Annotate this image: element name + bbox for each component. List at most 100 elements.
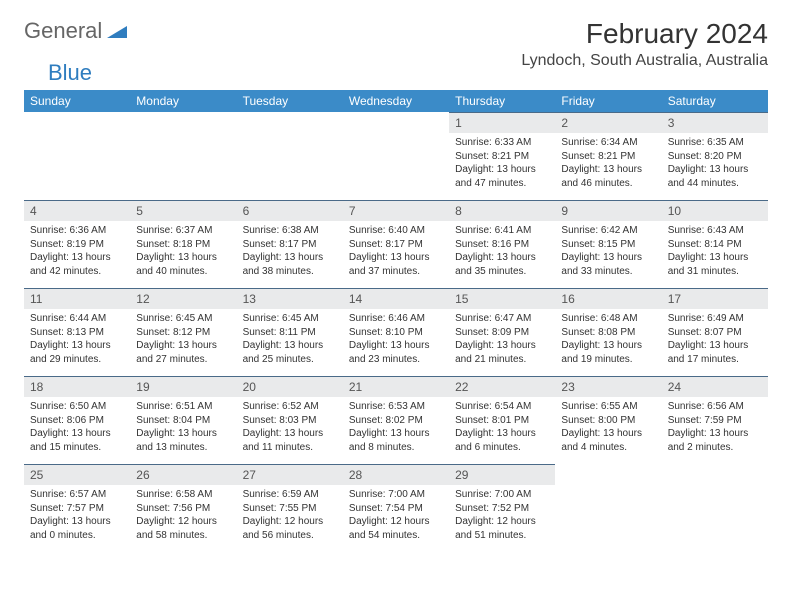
calendar-day-cell: 6Sunrise: 6:38 AMSunset: 8:17 PMDaylight… (237, 200, 343, 288)
day-number: 10 (662, 200, 768, 221)
calendar-day-cell: 20 Sunrise: 6:52 AMSunset: 8:03 PMDayligh… (237, 376, 343, 464)
day-data: Sunrise: 6:38 AMSunset: 8:17 PMDaylight:… (237, 221, 343, 282)
sunset-text: Sunset: 8:17 PM (243, 238, 337, 252)
sunset-text: Sunset: 8:03 PM (243, 414, 337, 428)
calendar-table: SundayMondayTuesdayWednesdayThursdayFrid… (24, 90, 768, 552)
day-number: 12 (130, 288, 236, 309)
calendar-day-cell: 24Sunrise: 6:56 AMSunset: 7:59 PMDayligh… (662, 376, 768, 464)
sunrise-text: Sunrise: 6:41 AM (455, 224, 549, 238)
day-number: 15 (449, 288, 555, 309)
daylight-text: Daylight: 13 hours and 35 minutes. (455, 251, 549, 278)
day-number: 7 (343, 200, 449, 221)
sunset-text: Sunset: 8:21 PM (561, 150, 655, 164)
calendar-day-cell: 10Sunrise: 6:43 AMSunset: 8:14 PMDayligh… (662, 200, 768, 288)
logo: General (24, 18, 129, 44)
daylight-text: Daylight: 12 hours and 54 minutes. (349, 515, 443, 542)
sunset-text: Sunset: 8:06 PM (30, 414, 124, 428)
sunset-text: Sunset: 8:18 PM (136, 238, 230, 252)
sunrise-text: Sunrise: 6:44 AM (30, 312, 124, 326)
weekday-header: Thursday (449, 90, 555, 112)
calendar-day-cell: .. (24, 112, 130, 200)
daylight-text: Daylight: 13 hours and 31 minutes. (668, 251, 762, 278)
weekday-header: Saturday (662, 90, 768, 112)
day-data: Sunrise: 6:33 AMSunset: 8:21 PMDaylight:… (449, 133, 555, 194)
daylight-text: Daylight: 13 hours and 46 minutes. (561, 163, 655, 190)
day-data: Sunrise: 6:50 AMSunset: 8:06 PMDaylight:… (24, 397, 130, 458)
daylight-text: Daylight: 13 hours and 13 minutes. (136, 427, 230, 454)
sunset-text: Sunset: 8:15 PM (561, 238, 655, 252)
sunrise-text: Sunrise: 6:36 AM (30, 224, 124, 238)
calendar-day-cell: 13Sunrise: 6:45 AMSunset: 8:11 PMDayligh… (237, 288, 343, 376)
weekday-header: Tuesday (237, 90, 343, 112)
calendar-day-cell: 22Sunrise: 6:54 AMSunset: 8:01 PMDayligh… (449, 376, 555, 464)
day-data: Sunrise: 6:41 AMSunset: 8:16 PMDaylight:… (449, 221, 555, 282)
sunrise-text: Sunrise: 6:54 AM (455, 400, 549, 414)
sunrise-text: Sunrise: 6:59 AM (243, 488, 337, 502)
day-data: Sunrise: 6:36 AMSunset: 8:19 PMDaylight:… (24, 221, 130, 282)
day-number: 5 (130, 200, 236, 221)
day-data: Sunrise: 6:45 AMSunset: 8:12 PMDaylight:… (130, 309, 236, 370)
daylight-text: Daylight: 13 hours and 27 minutes. (136, 339, 230, 366)
calendar-day-cell: .. (343, 112, 449, 200)
sunset-text: Sunset: 7:56 PM (136, 502, 230, 516)
day-data: Sunrise: 6:49 AMSunset: 8:07 PMDaylight:… (662, 309, 768, 370)
calendar-day-cell: 4Sunrise: 6:36 AMSunset: 8:19 PMDaylight… (24, 200, 130, 288)
calendar-day-cell: 5Sunrise: 6:37 AMSunset: 8:18 PMDaylight… (130, 200, 236, 288)
sunrise-text: Sunrise: 7:00 AM (455, 488, 549, 502)
sunrise-text: Sunrise: 6:43 AM (668, 224, 762, 238)
sunset-text: Sunset: 8:12 PM (136, 326, 230, 340)
daylight-text: Daylight: 13 hours and 11 minutes. (243, 427, 337, 454)
day-data: Sunrise: 6:55 AMSunset: 8:00 PMDaylight:… (555, 397, 661, 458)
sunrise-text: Sunrise: 7:00 AM (349, 488, 443, 502)
logo-triangle-icon (107, 18, 127, 44)
day-data: Sunrise: 6:46 AMSunset: 8:10 PMDaylight:… (343, 309, 449, 370)
day-data: Sunrise: 6:57 AMSunset: 7:57 PMDaylight:… (24, 485, 130, 546)
daylight-text: Daylight: 13 hours and 25 minutes. (243, 339, 337, 366)
daylight-text: Daylight: 12 hours and 58 minutes. (136, 515, 230, 542)
calendar-day-cell: 7Sunrise: 6:40 AMSunset: 8:17 PMDaylight… (343, 200, 449, 288)
day-number: 25 (24, 464, 130, 485)
day-number: 26 (130, 464, 236, 485)
calendar-week-row: 25Sunrise: 6:57 AMSunset: 7:57 PMDayligh… (24, 464, 768, 552)
day-data: Sunrise: 6:37 AMSunset: 8:18 PMDaylight:… (130, 221, 236, 282)
day-number: 14 (343, 288, 449, 309)
day-number: 27 (237, 464, 343, 485)
sunrise-text: Sunrise: 6:40 AM (349, 224, 443, 238)
sunset-text: Sunset: 7:54 PM (349, 502, 443, 516)
day-number: 20 (237, 376, 343, 397)
daylight-text: Daylight: 13 hours and 4 minutes. (561, 427, 655, 454)
day-number: 4 (24, 200, 130, 221)
day-number: 23 (555, 376, 661, 397)
sunrise-text: Sunrise: 6:47 AM (455, 312, 549, 326)
daylight-text: Daylight: 13 hours and 2 minutes. (668, 427, 762, 454)
calendar-day-cell: .. (130, 112, 236, 200)
sunrise-text: Sunrise: 6:35 AM (668, 136, 762, 150)
calendar-day-cell: 14Sunrise: 6:46 AMSunset: 8:10 PMDayligh… (343, 288, 449, 376)
calendar-day-cell: 9Sunrise: 6:42 AMSunset: 8:15 PMDaylight… (555, 200, 661, 288)
sunset-text: Sunset: 8:04 PM (136, 414, 230, 428)
sunset-text: Sunset: 8:07 PM (668, 326, 762, 340)
sunrise-text: Sunrise: 6:52 AM (243, 400, 337, 414)
calendar-week-row: 11Sunrise: 6:44 AMSunset: 8:13 PMDayligh… (24, 288, 768, 376)
sunset-text: Sunset: 7:52 PM (455, 502, 549, 516)
day-number: 13 (237, 288, 343, 309)
sunrise-text: Sunrise: 6:51 AM (136, 400, 230, 414)
calendar-day-cell: 3Sunrise: 6:35 AMSunset: 8:20 PMDaylight… (662, 112, 768, 200)
sunset-text: Sunset: 8:01 PM (455, 414, 549, 428)
sunrise-text: Sunrise: 6:55 AM (561, 400, 655, 414)
day-data: Sunrise: 6:44 AMSunset: 8:13 PMDaylight:… (24, 309, 130, 370)
calendar-day-cell: 15Sunrise: 6:47 AMSunset: 8:09 PMDayligh… (449, 288, 555, 376)
sunset-text: Sunset: 8:19 PM (30, 238, 124, 252)
sunset-text: Sunset: 7:59 PM (668, 414, 762, 428)
daylight-text: Daylight: 13 hours and 44 minutes. (668, 163, 762, 190)
day-data: Sunrise: 7:00 AMSunset: 7:54 PMDaylight:… (343, 485, 449, 546)
daylight-text: Daylight: 13 hours and 23 minutes. (349, 339, 443, 366)
calendar-day-cell: 17Sunrise: 6:49 AMSunset: 8:07 PMDayligh… (662, 288, 768, 376)
daylight-text: Daylight: 13 hours and 21 minutes. (455, 339, 549, 366)
daylight-text: Daylight: 13 hours and 42 minutes. (30, 251, 124, 278)
weekday-header: Wednesday (343, 90, 449, 112)
day-number: 3 (662, 112, 768, 133)
day-number: 22 (449, 376, 555, 397)
weekday-header: Friday (555, 90, 661, 112)
sunset-text: Sunset: 8:21 PM (455, 150, 549, 164)
